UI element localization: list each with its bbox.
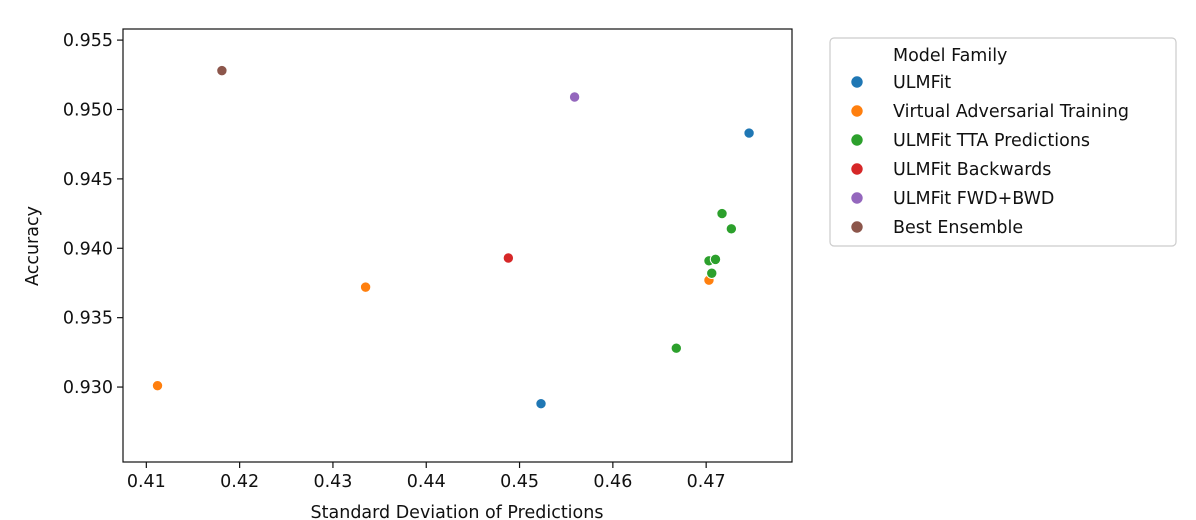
legend-marker-best-ensemble [850, 220, 864, 234]
point-ulmfit [743, 127, 755, 139]
legend-marker-ulmfit [850, 75, 864, 89]
y-tick-label: 0.955 [63, 31, 113, 51]
point-ulmfit-tta-predictions [725, 223, 738, 235]
point-ulmfit-backwards [502, 252, 515, 264]
legend-label-virtual-adversarial-training: Virtual Adversarial Training [893, 102, 1129, 122]
x-axis-label: Standard Deviation of Predictions [311, 503, 604, 520]
y-tick-label: 0.930 [63, 378, 113, 398]
x-tick-label: 0.42 [220, 472, 259, 492]
x-tick-label: 0.47 [687, 472, 726, 492]
legend-label-ulmfit: ULMFit [893, 73, 951, 93]
x-tick-label: 0.46 [593, 472, 632, 492]
point-ulmfit-tta-predictions [716, 207, 728, 220]
point-ulmfit-tta-predictions [670, 342, 683, 354]
legend-frame [829, 37, 1177, 247]
point-best-ensemble [216, 64, 228, 77]
point-virtual-adversarial-training [359, 281, 372, 293]
legend-label-ulmfit-tta-predictions: ULMFit TTA Predictions [893, 131, 1090, 151]
legend-marker-virtual-adversarial-training [850, 104, 864, 118]
x-axis: 0.41 0.42 0.43 0.44 0.45 0.46 0.47 [127, 462, 726, 492]
legend-marker-ulmfit-tta-predictions [850, 133, 864, 147]
points-layer [151, 64, 755, 410]
y-tick-label: 0.940 [63, 239, 113, 259]
y-tick-label: 0.935 [63, 309, 113, 329]
legend-label-best-ensemble: Best Ensemble [893, 218, 1023, 238]
legend: Model Family ULMFit Virtual Adversarial T… [829, 37, 1177, 247]
legend-marker-ulmfit-backwards [850, 162, 864, 176]
point-ulmfit-tta-predictions [706, 267, 718, 279]
point-virtual-adversarial-training [151, 379, 164, 392]
legend-label-ulmfit-backwards: ULMFit Backwards [893, 160, 1051, 180]
y-tick-label: 0.945 [63, 170, 113, 190]
legend-title: Model Family [893, 46, 1007, 66]
x-tick-label: 0.44 [407, 472, 446, 492]
point-ulmfit-tta-predictions [709, 253, 722, 266]
point-ulmfit [535, 398, 547, 410]
plot-area [122, 28, 793, 463]
y-axis: 0.930 0.935 0.940 0.945 0.950 0.955 [63, 31, 123, 398]
x-tick-label: 0.43 [313, 472, 352, 492]
legend-marker-ulmfit-fwd-bwd [850, 191, 864, 205]
x-tick-label: 0.45 [500, 472, 539, 492]
y-axis-label: Accuracy [23, 206, 43, 286]
legend-items: ULMFit Virtual Adversarial Training ULMFit… [850, 73, 1129, 238]
plot-frame [122, 28, 793, 463]
x-tick-label: 0.41 [127, 472, 166, 492]
legend-label-ulmfit-fwd-bwd: ULMFit FWD+BWD [893, 189, 1054, 209]
y-tick-label: 0.950 [63, 100, 113, 120]
point-ulmfit-fwd-bwd [568, 91, 581, 103]
